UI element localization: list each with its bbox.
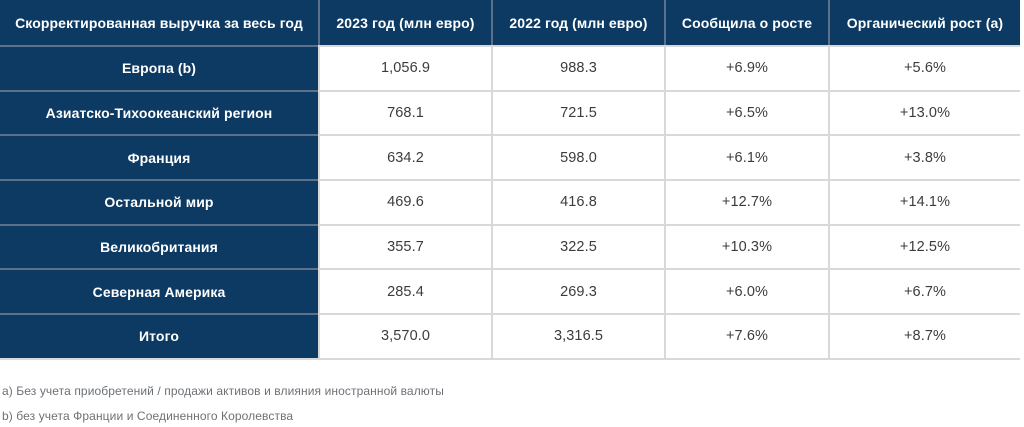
region-cell-total: Итого — [0, 313, 318, 358]
revenue-table: Скорректированная выручка за весь год 20… — [0, 0, 1020, 360]
value-2023-cell: 285.4 — [318, 268, 491, 314]
header-cell-title: Скорректированная выручка за весь год — [0, 0, 318, 45]
value-2023-cell: 768.1 — [318, 89, 491, 135]
footnote-b: b) без учета Франции и Соединенного Коро… — [2, 408, 294, 423]
value-2023-cell: 355.7 — [318, 223, 491, 269]
header-cell-reported-growth: Сообщила о росте — [664, 0, 828, 45]
value-2022-cell: 721.5 — [491, 89, 664, 135]
header-cell-2022: 2022 год (млн евро) — [491, 0, 664, 45]
footnote-a: a) Без учета приобретений / продажи акти… — [2, 383, 444, 398]
organic-growth-cell: +6.7% — [828, 268, 1020, 314]
value-2022-cell: 269.3 — [491, 268, 664, 314]
header-cell-2023: 2023 год (млн евро) — [318, 0, 491, 45]
value-2022-cell: 322.5 — [491, 223, 664, 269]
organic-growth-cell: +8.7% — [828, 313, 1020, 358]
region-cell: Азиатско-Тихоокеанский регион — [0, 89, 318, 135]
organic-growth-cell: +12.5% — [828, 223, 1020, 269]
value-2023-cell: 1,056.9 — [318, 45, 491, 90]
reported-growth-cell: +7.6% — [664, 313, 828, 358]
reported-growth-cell: +6.1% — [664, 134, 828, 180]
reported-growth-cell: +6.5% — [664, 89, 828, 135]
value-2022-cell: 416.8 — [491, 179, 664, 224]
value-2022-cell: 3,316.5 — [491, 313, 664, 358]
value-2022-cell: 988.3 — [491, 45, 664, 90]
organic-growth-cell: +5.6% — [828, 45, 1020, 90]
header-cell-organic-growth: Органический рост (a) — [828, 0, 1020, 45]
region-cell: Франция — [0, 134, 318, 180]
reported-growth-cell: +10.3% — [664, 223, 828, 269]
organic-growth-cell: +13.0% — [828, 89, 1020, 135]
region-cell: Остальной мир — [0, 179, 318, 224]
reported-growth-cell: +6.0% — [664, 268, 828, 314]
region-cell: Северная Америка — [0, 268, 318, 314]
value-2022-cell: 598.0 — [491, 134, 664, 180]
organic-growth-cell: +14.1% — [828, 179, 1020, 224]
value-2023-cell: 469.6 — [318, 179, 491, 224]
organic-growth-cell: +3.8% — [828, 134, 1020, 180]
reported-growth-cell: +12.7% — [664, 179, 828, 224]
region-cell: Великобритания — [0, 223, 318, 269]
value-2023-cell: 634.2 — [318, 134, 491, 180]
footnotes: a) Без учета приобретений / продажи акти… — [2, 384, 1024, 423]
reported-growth-cell: +6.9% — [664, 45, 828, 90]
value-2023-cell: 3,570.0 — [318, 313, 491, 358]
region-cell: Европа (b) — [0, 45, 318, 90]
